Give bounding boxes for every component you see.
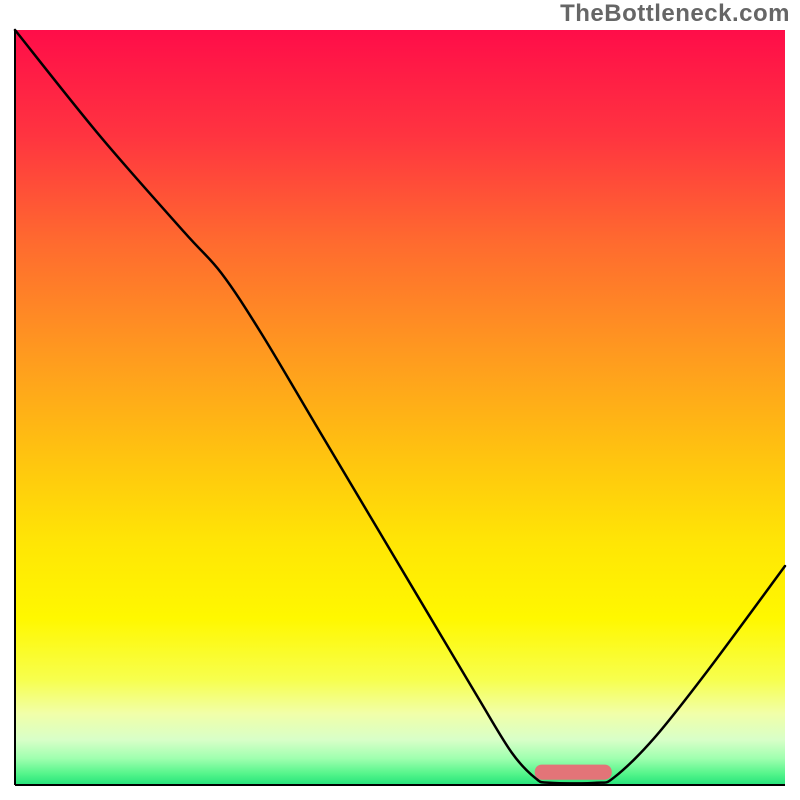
- gradient-background: [15, 30, 785, 785]
- watermark-text: TheBottleneck.com: [560, 0, 790, 28]
- chart-container: TheBottleneck.com: [0, 0, 800, 800]
- bottleneck-chart: [0, 0, 800, 800]
- highlight-marker: [535, 765, 612, 780]
